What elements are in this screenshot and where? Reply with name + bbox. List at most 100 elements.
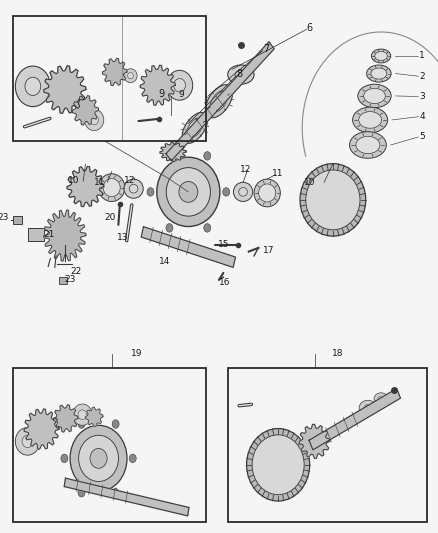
Ellipse shape bbox=[187, 118, 203, 138]
Ellipse shape bbox=[210, 91, 228, 112]
Ellipse shape bbox=[70, 425, 127, 491]
Ellipse shape bbox=[358, 84, 391, 108]
Text: 5: 5 bbox=[419, 133, 425, 141]
Ellipse shape bbox=[166, 70, 193, 100]
Circle shape bbox=[78, 420, 85, 429]
Bar bbox=[13, 16, 206, 141]
Ellipse shape bbox=[153, 80, 162, 90]
Circle shape bbox=[78, 488, 85, 497]
Circle shape bbox=[147, 188, 154, 196]
Ellipse shape bbox=[166, 167, 210, 216]
Ellipse shape bbox=[353, 107, 388, 133]
Text: 17: 17 bbox=[263, 246, 274, 255]
Ellipse shape bbox=[81, 181, 90, 191]
Text: 10: 10 bbox=[68, 176, 79, 184]
Bar bbox=[59, 277, 67, 284]
Text: 4: 4 bbox=[419, 112, 425, 121]
Bar bbox=[28, 228, 44, 241]
Circle shape bbox=[112, 488, 119, 497]
Text: 23: 23 bbox=[65, 276, 76, 284]
Text: 9: 9 bbox=[179, 91, 184, 99]
Text: 20: 20 bbox=[104, 213, 116, 222]
Ellipse shape bbox=[311, 437, 318, 446]
Circle shape bbox=[112, 420, 119, 429]
Ellipse shape bbox=[239, 188, 247, 196]
Ellipse shape bbox=[22, 435, 33, 448]
Circle shape bbox=[204, 151, 211, 160]
Ellipse shape bbox=[235, 70, 247, 79]
Ellipse shape bbox=[60, 84, 70, 95]
Ellipse shape bbox=[371, 68, 387, 79]
Ellipse shape bbox=[300, 164, 366, 236]
Ellipse shape bbox=[247, 429, 310, 501]
Ellipse shape bbox=[85, 109, 104, 131]
Ellipse shape bbox=[90, 448, 107, 469]
Ellipse shape bbox=[359, 111, 381, 128]
Ellipse shape bbox=[157, 157, 220, 227]
Ellipse shape bbox=[258, 184, 276, 202]
Bar bbox=[13, 368, 206, 522]
Text: 9: 9 bbox=[158, 90, 164, 99]
Polygon shape bbox=[166, 42, 274, 161]
Ellipse shape bbox=[127, 72, 134, 79]
Bar bbox=[13, 216, 22, 224]
Ellipse shape bbox=[170, 150, 176, 155]
Text: 7: 7 bbox=[263, 44, 269, 54]
Text: 12: 12 bbox=[124, 176, 135, 184]
Ellipse shape bbox=[37, 424, 46, 434]
Polygon shape bbox=[64, 478, 189, 516]
Ellipse shape bbox=[103, 179, 120, 197]
Ellipse shape bbox=[228, 65, 254, 84]
Polygon shape bbox=[67, 166, 104, 207]
Text: 14: 14 bbox=[159, 257, 170, 265]
Ellipse shape bbox=[78, 435, 118, 481]
Ellipse shape bbox=[82, 107, 88, 114]
Ellipse shape bbox=[356, 136, 380, 154]
Text: 2: 2 bbox=[419, 72, 425, 80]
Ellipse shape bbox=[359, 400, 377, 415]
Ellipse shape bbox=[375, 52, 387, 60]
Text: 3: 3 bbox=[419, 92, 425, 101]
Ellipse shape bbox=[90, 115, 99, 125]
Polygon shape bbox=[85, 407, 103, 426]
Ellipse shape bbox=[374, 393, 388, 405]
Ellipse shape bbox=[60, 229, 70, 242]
Ellipse shape bbox=[25, 77, 41, 95]
Polygon shape bbox=[24, 409, 59, 449]
Polygon shape bbox=[44, 66, 86, 114]
Ellipse shape bbox=[15, 66, 50, 107]
Text: 16: 16 bbox=[219, 278, 230, 287]
Ellipse shape bbox=[378, 396, 384, 401]
Ellipse shape bbox=[99, 174, 125, 201]
Polygon shape bbox=[140, 65, 175, 106]
Polygon shape bbox=[53, 405, 78, 432]
Ellipse shape bbox=[306, 170, 360, 230]
Ellipse shape bbox=[15, 427, 40, 455]
Text: 19: 19 bbox=[131, 349, 142, 358]
Ellipse shape bbox=[367, 65, 391, 82]
Ellipse shape bbox=[129, 184, 138, 193]
Bar bbox=[228, 368, 427, 522]
Ellipse shape bbox=[112, 68, 118, 75]
Ellipse shape bbox=[205, 85, 233, 118]
Circle shape bbox=[204, 224, 211, 232]
Ellipse shape bbox=[371, 49, 391, 63]
Text: 13: 13 bbox=[117, 233, 129, 241]
Text: 18: 18 bbox=[332, 349, 343, 358]
Ellipse shape bbox=[182, 112, 208, 143]
Text: 12: 12 bbox=[240, 165, 251, 174]
Polygon shape bbox=[102, 58, 127, 86]
Ellipse shape bbox=[179, 181, 198, 203]
Ellipse shape bbox=[364, 88, 385, 103]
Polygon shape bbox=[309, 389, 400, 450]
Text: 11: 11 bbox=[272, 169, 284, 178]
Polygon shape bbox=[72, 95, 99, 125]
Polygon shape bbox=[160, 142, 186, 161]
Text: 11: 11 bbox=[94, 178, 106, 187]
Polygon shape bbox=[44, 210, 86, 261]
Ellipse shape bbox=[78, 410, 87, 419]
Ellipse shape bbox=[364, 405, 372, 411]
Text: 22: 22 bbox=[70, 268, 81, 276]
Ellipse shape bbox=[233, 182, 253, 201]
Ellipse shape bbox=[252, 435, 304, 495]
